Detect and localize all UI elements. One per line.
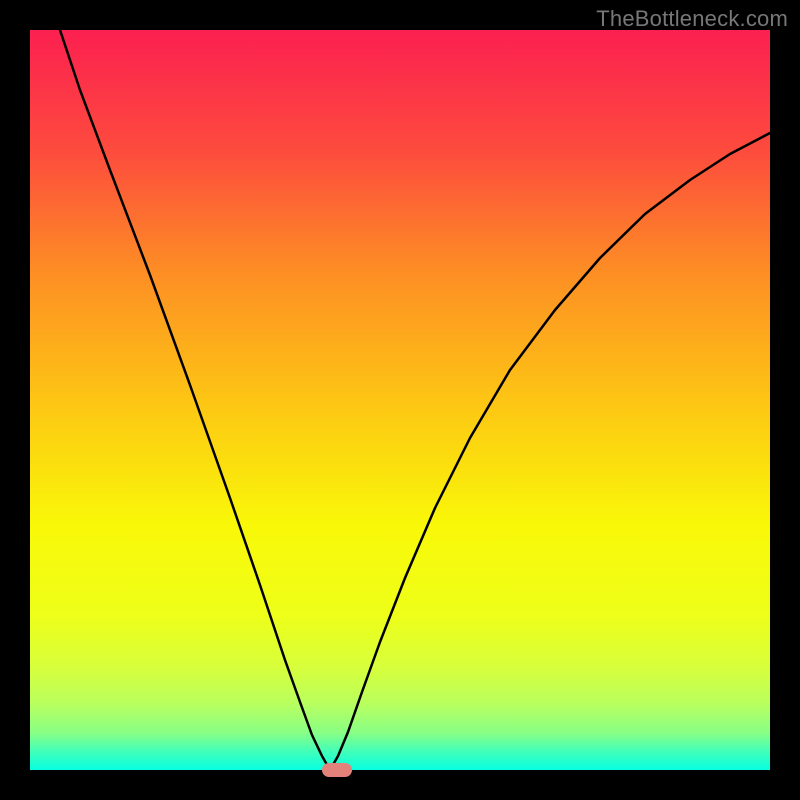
chart-container: TheBottleneck.com	[0, 0, 800, 800]
plot-background	[30, 30, 770, 770]
watermark-text: TheBottleneck.com	[596, 6, 788, 32]
minimum-marker	[322, 763, 352, 777]
bottleneck-chart	[0, 0, 800, 800]
